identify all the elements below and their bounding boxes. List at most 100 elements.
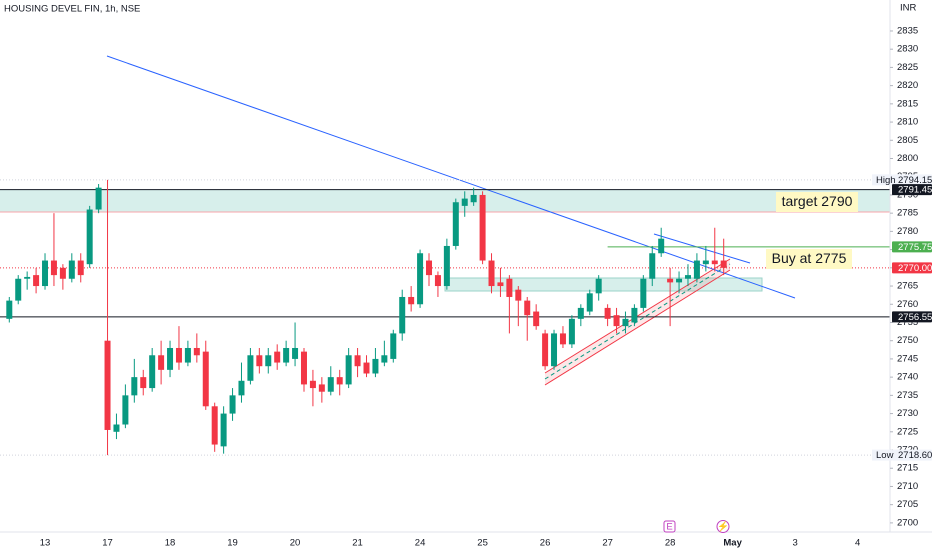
earnings-icon-glyph: E [666,522,672,533]
x-tick-label: 3 [792,538,797,549]
candle-body [77,260,84,276]
candle-body [506,278,513,297]
candle-body [292,347,299,359]
price-tag [892,241,932,253]
candle-body [363,362,370,374]
candle-body [265,355,272,367]
price-tag-label: 2791.45 [898,185,932,196]
dividend-icon-glyph: ⚡ [717,521,729,533]
candle-body [613,315,620,327]
candle-body [604,307,611,319]
y-tick-label: 2800 [897,153,918,164]
dividend-icon[interactable] [716,520,730,533]
candle-body [220,413,227,447]
candle-body [622,318,629,327]
candle-body [586,293,593,312]
annotation: Buy at 2775 [772,250,847,266]
y-tick-label: 2730 [897,408,918,419]
candle-body [122,395,129,425]
price-tag [892,311,932,323]
candle-body [95,187,102,210]
y-tick-label: 2740 [897,372,918,383]
candle-body [33,275,40,287]
price-tag [892,262,932,274]
price-tag-name-bg [872,174,892,186]
x-tick-label: 20 [290,538,301,549]
price-tag [892,184,932,196]
candle-body [167,347,174,370]
candle-body [417,253,424,305]
candle-body [193,347,200,356]
x-tick-label: 4 [855,538,860,549]
earnings-icon[interactable] [663,520,676,533]
y-tick-label: 2805 [897,135,918,146]
price-tag-name-bg [872,449,892,461]
y-tick-label: 2830 [897,44,918,55]
candle-body [309,380,316,389]
channel-line [544,269,731,386]
y-tick-label: 2705 [897,499,918,510]
x-tick-label: 13 [40,538,51,549]
candle-body [640,278,647,308]
candle-body [408,296,415,305]
candle-body [667,278,674,283]
candle-body [256,355,263,367]
candle-body [381,355,388,363]
candle-body [551,333,558,367]
currency: INR [900,3,917,14]
y-tick-label: 2745 [897,353,918,364]
candle-body [676,278,683,283]
candle-body [238,380,245,396]
candle-body [50,260,57,276]
y-tick-label: 2750 [897,335,918,346]
x-tick-label: 25 [477,538,488,549]
y-tick-label: 2735 [897,390,918,401]
candle-body [175,347,182,363]
y-tick-label: 2810 [897,117,918,128]
candle-body [300,351,307,385]
price-tag [892,449,932,461]
candle-body [229,395,236,414]
price-tag-name: High [876,175,896,186]
candle-body [211,406,218,445]
candle-body [354,355,361,367]
candle-body [524,300,531,316]
y-tick-label: 2715 [897,463,918,474]
y-tick-label: 2780 [897,226,918,237]
candle-body [42,260,49,287]
y-tick-label: 2710 [897,481,918,492]
candle-body [390,333,397,359]
candle-body [443,245,450,287]
x-tick-label: 19 [227,538,238,549]
candle-body [533,311,540,327]
x-tick-label: 28 [665,538,676,549]
candle-body [15,278,22,301]
price-tag-label: 2718.60 [898,450,932,461]
x-tick-label: 26 [540,538,551,549]
candle-body [184,347,191,363]
candle-body [542,333,549,367]
target-zone [0,190,890,212]
candle-body [6,300,13,319]
price-tags: 2794.15High2791.452775.752770.002756.552… [872,174,932,461]
candle-body [720,260,727,268]
candle-body [104,340,111,430]
candle-body [336,377,343,385]
candle-body [247,355,254,381]
candle-body [426,260,433,276]
candle-body [202,351,209,407]
candle-body [372,358,379,374]
candle-body [461,198,468,206]
price-tag-label: 2794.15 [898,175,932,186]
candle-body [684,275,691,279]
candle-body [86,209,93,265]
candle-body [452,202,459,246]
y-tick-label: 2760 [897,299,918,310]
candle-body [434,275,441,287]
candle-body [559,333,566,345]
candle-body [479,194,486,261]
candle-body [149,355,156,389]
y-tick-label: 2825 [897,62,918,73]
